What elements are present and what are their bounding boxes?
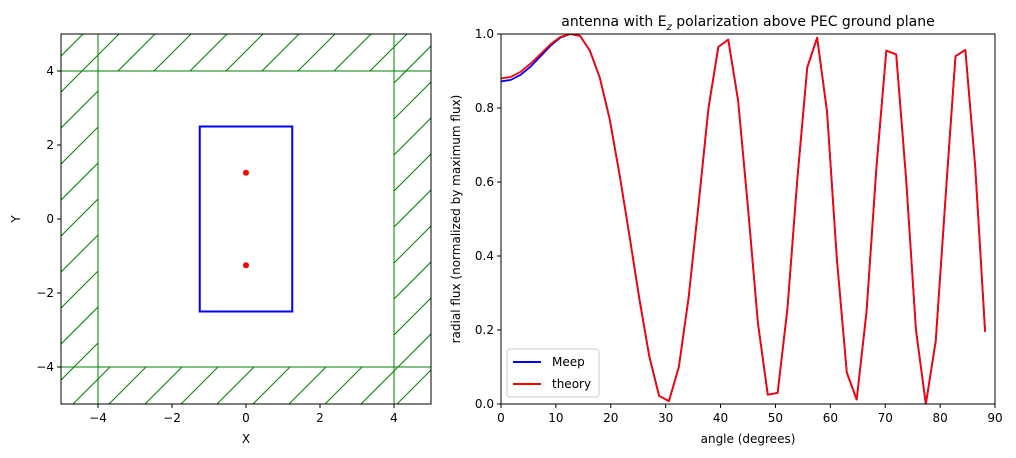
geometry-content (198, 125, 294, 313)
geometry-y-ticks: −4 −2 0 2 4 (36, 64, 61, 374)
flux-plot-background (501, 34, 995, 404)
y-tick-label: 0.4 (475, 249, 494, 263)
x-tick-label: 50 (768, 411, 783, 425)
flux-x-label: angle (degrees) (701, 432, 796, 446)
cell-box (198, 125, 294, 313)
title-subscript: z (666, 22, 673, 33)
pml-hatch-line (360, 333, 431, 404)
x-tick-label: 2 (316, 411, 324, 425)
x-tick-label: 90 (987, 411, 1002, 425)
x-tick-label: 0 (497, 411, 505, 425)
series-line-theory (501, 34, 987, 404)
y-tick-label: 0 (46, 212, 54, 226)
x-tick-label: 20 (603, 411, 618, 425)
flux-chart-title: antenna with Ez polarization above PEC g… (561, 14, 935, 33)
x-tick-label: −4 (89, 411, 107, 425)
geometry-x-ticks: −4 −2 0 2 4 (89, 404, 398, 425)
y-tick-label: 0.8 (475, 101, 494, 115)
y-tick-label: 1.0 (475, 27, 494, 41)
interior-region (98, 71, 394, 367)
x-tick-label: 30 (658, 411, 673, 425)
x-tick-label: 10 (548, 411, 563, 425)
pml-hatch-line (61, 34, 156, 129)
x-tick-label: 80 (932, 411, 947, 425)
source-point (243, 169, 249, 176)
y-tick-label: 4 (46, 64, 54, 78)
geometry-x-label: X (242, 432, 250, 446)
pml-hatch-line (0, 34, 47, 404)
title-rest: polarization above PEC ground plane (672, 14, 935, 30)
y-tick-label: −2 (36, 286, 54, 300)
flux-plot-frame (500, 33, 996, 405)
y-tick-label: 0.0 (475, 397, 494, 411)
x-tick-label: −2 (163, 411, 181, 425)
legend-label-meep: Meep (552, 355, 585, 369)
x-tick-label: 60 (823, 411, 838, 425)
flux-x-ticks: 0 10 20 30 40 50 60 70 80 90 (497, 404, 1003, 425)
flux-y-ticks: 0.0 0.2 0.4 0.6 0.8 1.0 (475, 27, 501, 411)
x-tick-label: 40 (713, 411, 728, 425)
y-tick-label: 0.6 (475, 175, 494, 189)
geometry-plot: −4 −2 0 2 4 −4 −2 0 2 4 X Y (0, 33, 432, 446)
x-tick-label: 4 (390, 411, 398, 425)
pml-hatch-region (0, 34, 431, 404)
y-tick-label: −4 (36, 360, 54, 374)
legend-label-theory: theory (552, 377, 591, 391)
geometry-y-label: Y (9, 215, 23, 224)
y-tick-label: 2 (46, 138, 54, 152)
x-tick-label: 70 (878, 411, 893, 425)
flux-series-lines (501, 34, 987, 404)
x-tick-label: 0 (242, 411, 250, 425)
source-point (243, 262, 249, 269)
y-tick-label: 0.2 (475, 323, 494, 337)
flux-y-label: radial flux (normalized by maximum flux) (449, 95, 463, 344)
legend: Meep theory (506, 348, 600, 398)
flux-plot: 0 10 20 30 40 50 60 70 80 90 0.0 0.2 0.4 0.6 0.8 1.0 a… (449, 14, 1003, 446)
title-main: antenna with E (561, 14, 666, 30)
